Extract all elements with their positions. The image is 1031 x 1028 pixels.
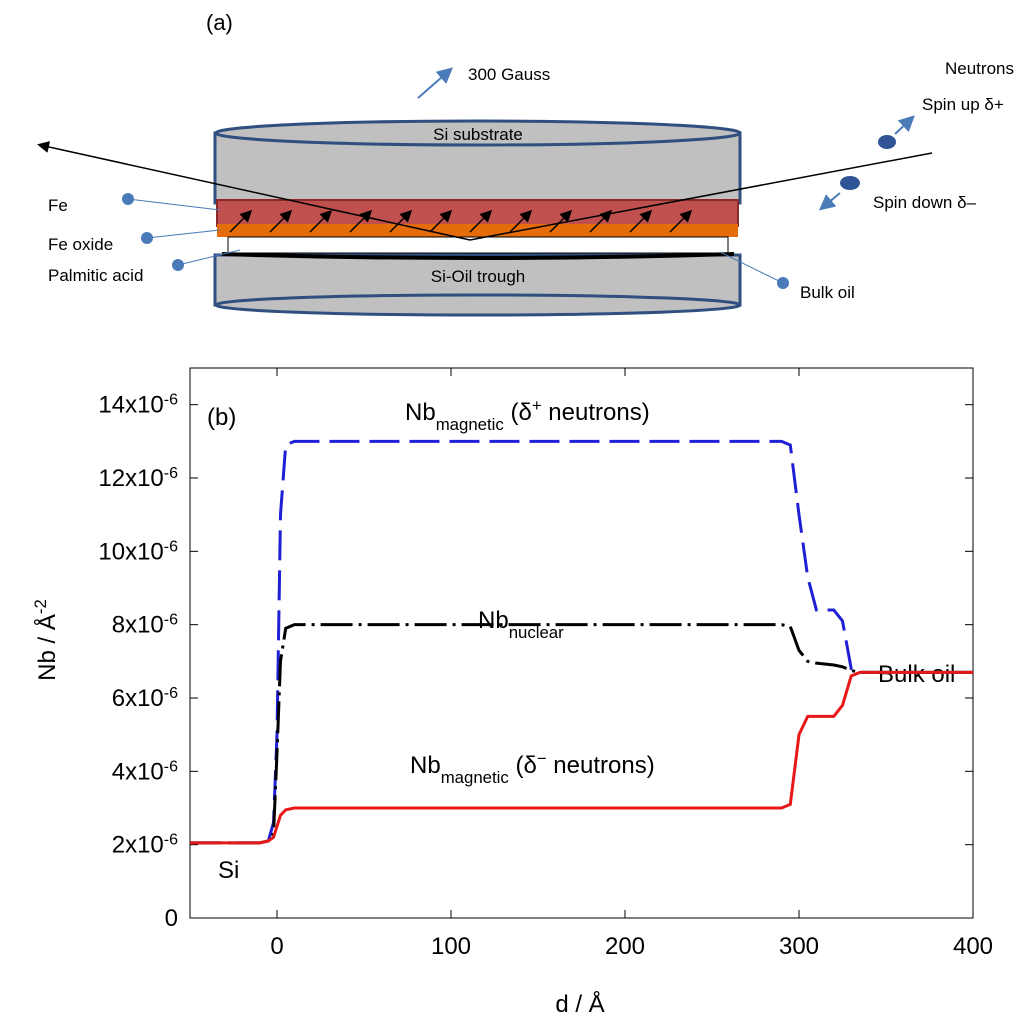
text-part: Bulk oil [878, 661, 955, 688]
y-tick-label: 14x10-6 [98, 391, 178, 419]
annotation: Bulk oil [878, 661, 955, 688]
figure: (a) 300 Gauss Neutrons Spin up δ+ Spin d… [0, 0, 1031, 1028]
text-part: magnetic [441, 768, 509, 787]
text-part: + [532, 396, 542, 415]
y-tick-label: 4x10-6 [112, 758, 178, 786]
y-tick-label: 12x10-6 [98, 465, 178, 493]
spin-up-arrow [895, 118, 912, 134]
text-part: − [537, 749, 547, 768]
diagram: (a) 300 Gauss Neutrons Spin up δ+ Spin d… [40, 10, 1014, 315]
spin-down-label: Spin down δ– [873, 193, 977, 212]
fe-label: Fe [48, 196, 68, 215]
text-part: (δ [504, 399, 532, 426]
y-tick-label: 8x10-6 [112, 611, 178, 639]
x-tick-label: 0 [270, 933, 283, 960]
substrate-label: Si substrate [433, 125, 523, 144]
trough-label: Si-Oil trough [431, 267, 525, 286]
text-part: neutrons) [547, 752, 655, 779]
text-part: (b) [207, 404, 236, 431]
x-axis-label: d / Å [555, 990, 604, 1018]
neutron-up [878, 135, 896, 149]
x-tick-label: 400 [953, 933, 993, 960]
field-label: 300 Gauss [468, 65, 550, 84]
text-part: Nb [405, 399, 436, 426]
neutrons-label: Neutrons [945, 59, 1014, 78]
text-part: d / Å [555, 990, 604, 1018]
x-tick-label: 100 [431, 933, 471, 960]
spin-down-arrow [822, 193, 840, 208]
y-tick-label: 6x10-6 [112, 685, 178, 713]
acid-label: Palmitic acid [48, 266, 143, 285]
y-tick-label: 2x10-6 [112, 831, 178, 859]
bulk-oil-label: Bulk oil [800, 283, 855, 302]
text-part: magnetic [436, 415, 504, 434]
x-tick-label: 300 [779, 933, 819, 960]
field-arrow [418, 70, 450, 98]
text-part: Nb [410, 752, 441, 779]
acid-layer [228, 237, 728, 253]
annotation: Nbmagnetic (δ+ neutrons) [405, 396, 650, 434]
text-part: -2 [31, 599, 50, 614]
fe-oxide-layer [217, 224, 738, 237]
plot-frame [190, 368, 973, 918]
text-part: Si [218, 857, 239, 884]
spin-up-label: Spin up δ+ [922, 95, 1004, 114]
trough-base [216, 295, 740, 315]
y-tick-label: 0 [165, 905, 178, 932]
annotation: Si [218, 857, 239, 884]
y-axis-label: Nb / Å-2 [31, 599, 62, 681]
chart: 0 2x10-6 4x10-6 6x10-6 8x10-6 10x10-6 12x10-6 1… [31, 368, 994, 1018]
leader [147, 230, 220, 238]
annotation: (b) [207, 404, 236, 431]
text-part: (δ [509, 752, 537, 779]
fe-oxide-label: Fe oxide [48, 235, 113, 254]
annotation: Nbmagnetic (δ− neutrons) [410, 749, 655, 787]
text-part: neutrons) [542, 399, 650, 426]
series-line [190, 625, 973, 843]
y-tick-label: 10x10-6 [98, 538, 178, 566]
leader [128, 199, 220, 210]
panel-label: (a) [206, 10, 233, 35]
x-tick-label: 200 [605, 933, 645, 960]
series-line [190, 441, 973, 842]
text-part: Nb [478, 607, 509, 634]
text-part: Nb / Å [33, 614, 61, 681]
neutron-down [840, 176, 860, 190]
